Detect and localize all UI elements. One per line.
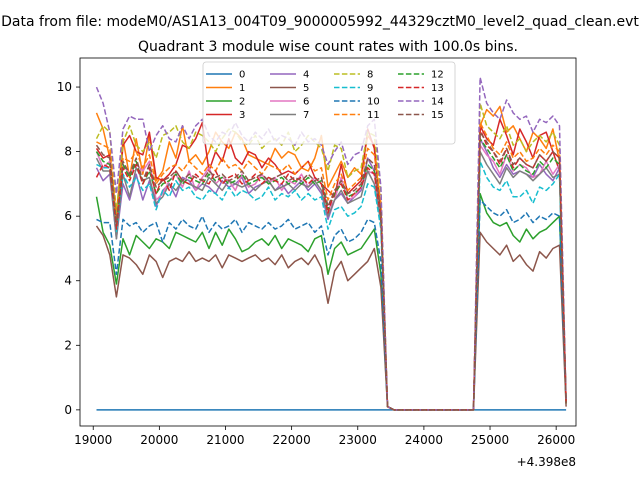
legend-label-11: 11 <box>367 110 380 121</box>
chart-title: Quadrant 3 module wise count rates with … <box>138 39 518 55</box>
series-line-15 <box>95 131 567 411</box>
legend-label-3: 3 <box>239 110 245 121</box>
series-line-7 <box>95 150 567 411</box>
legend-box <box>202 61 456 145</box>
series-line-14 <box>95 76 567 411</box>
series-line-5 <box>95 225 567 411</box>
legend-label-4: 4 <box>303 70 309 81</box>
legend-label-10: 10 <box>367 97 380 108</box>
y-tick-label: 10 <box>57 80 72 94</box>
legend-label-8: 8 <box>367 70 373 81</box>
series-line-10 <box>96 199 567 411</box>
series-line-6 <box>95 144 567 411</box>
x-tick-label: 23000 <box>339 433 377 447</box>
series-line-3 <box>95 118 567 411</box>
y-tick-label: 6 <box>64 209 72 223</box>
x-axis-offset-label: +4.398e8 <box>517 455 576 469</box>
legend-label-13: 13 <box>431 83 444 94</box>
legend-label-14: 14 <box>431 97 444 108</box>
x-tick-label: 26000 <box>537 433 575 447</box>
series-layer <box>95 76 567 411</box>
legend-label-15: 15 <box>431 110 444 121</box>
series-line-9 <box>96 160 567 411</box>
series-line-2 <box>95 192 567 411</box>
x-axis: 19000 20000 21000 22000 23000 24000 25000 26000 <box>74 426 575 447</box>
y-tick-label: 8 <box>64 145 72 159</box>
legend-label-7: 7 <box>303 110 309 121</box>
series-line-1 <box>95 105 567 411</box>
legend-label-1: 1 <box>239 83 245 94</box>
x-tick-label: 21000 <box>206 433 244 447</box>
x-tick-label: 19000 <box>74 433 112 447</box>
y-tick-label: 0 <box>64 403 72 417</box>
plot-area <box>79 57 577 427</box>
x-tick-label: 22000 <box>273 433 311 447</box>
series-line-13 <box>95 128 567 411</box>
y-tick-label: 2 <box>64 338 72 352</box>
legend-label-5: 5 <box>303 83 309 94</box>
plot-frame <box>79 57 577 427</box>
legend-label-12: 12 <box>431 70 444 81</box>
x-tick-label: 25000 <box>471 433 509 447</box>
legend-label-9: 9 <box>367 83 373 94</box>
x-tick-label: 24000 <box>405 433 443 447</box>
figure-suptitle: Data from file: modeM0/AS1A13_004T09_900… <box>1 14 639 30</box>
legend-label-2: 2 <box>239 97 245 108</box>
y-axis: 0 2 4 6 8 10 <box>57 80 80 417</box>
x-tick-label: 20000 <box>140 433 178 447</box>
legend-label-6: 6 <box>303 97 309 108</box>
y-tick-label: 4 <box>64 274 72 288</box>
series-line-11 <box>96 121 567 411</box>
legend-label-0: 0 <box>239 70 245 81</box>
